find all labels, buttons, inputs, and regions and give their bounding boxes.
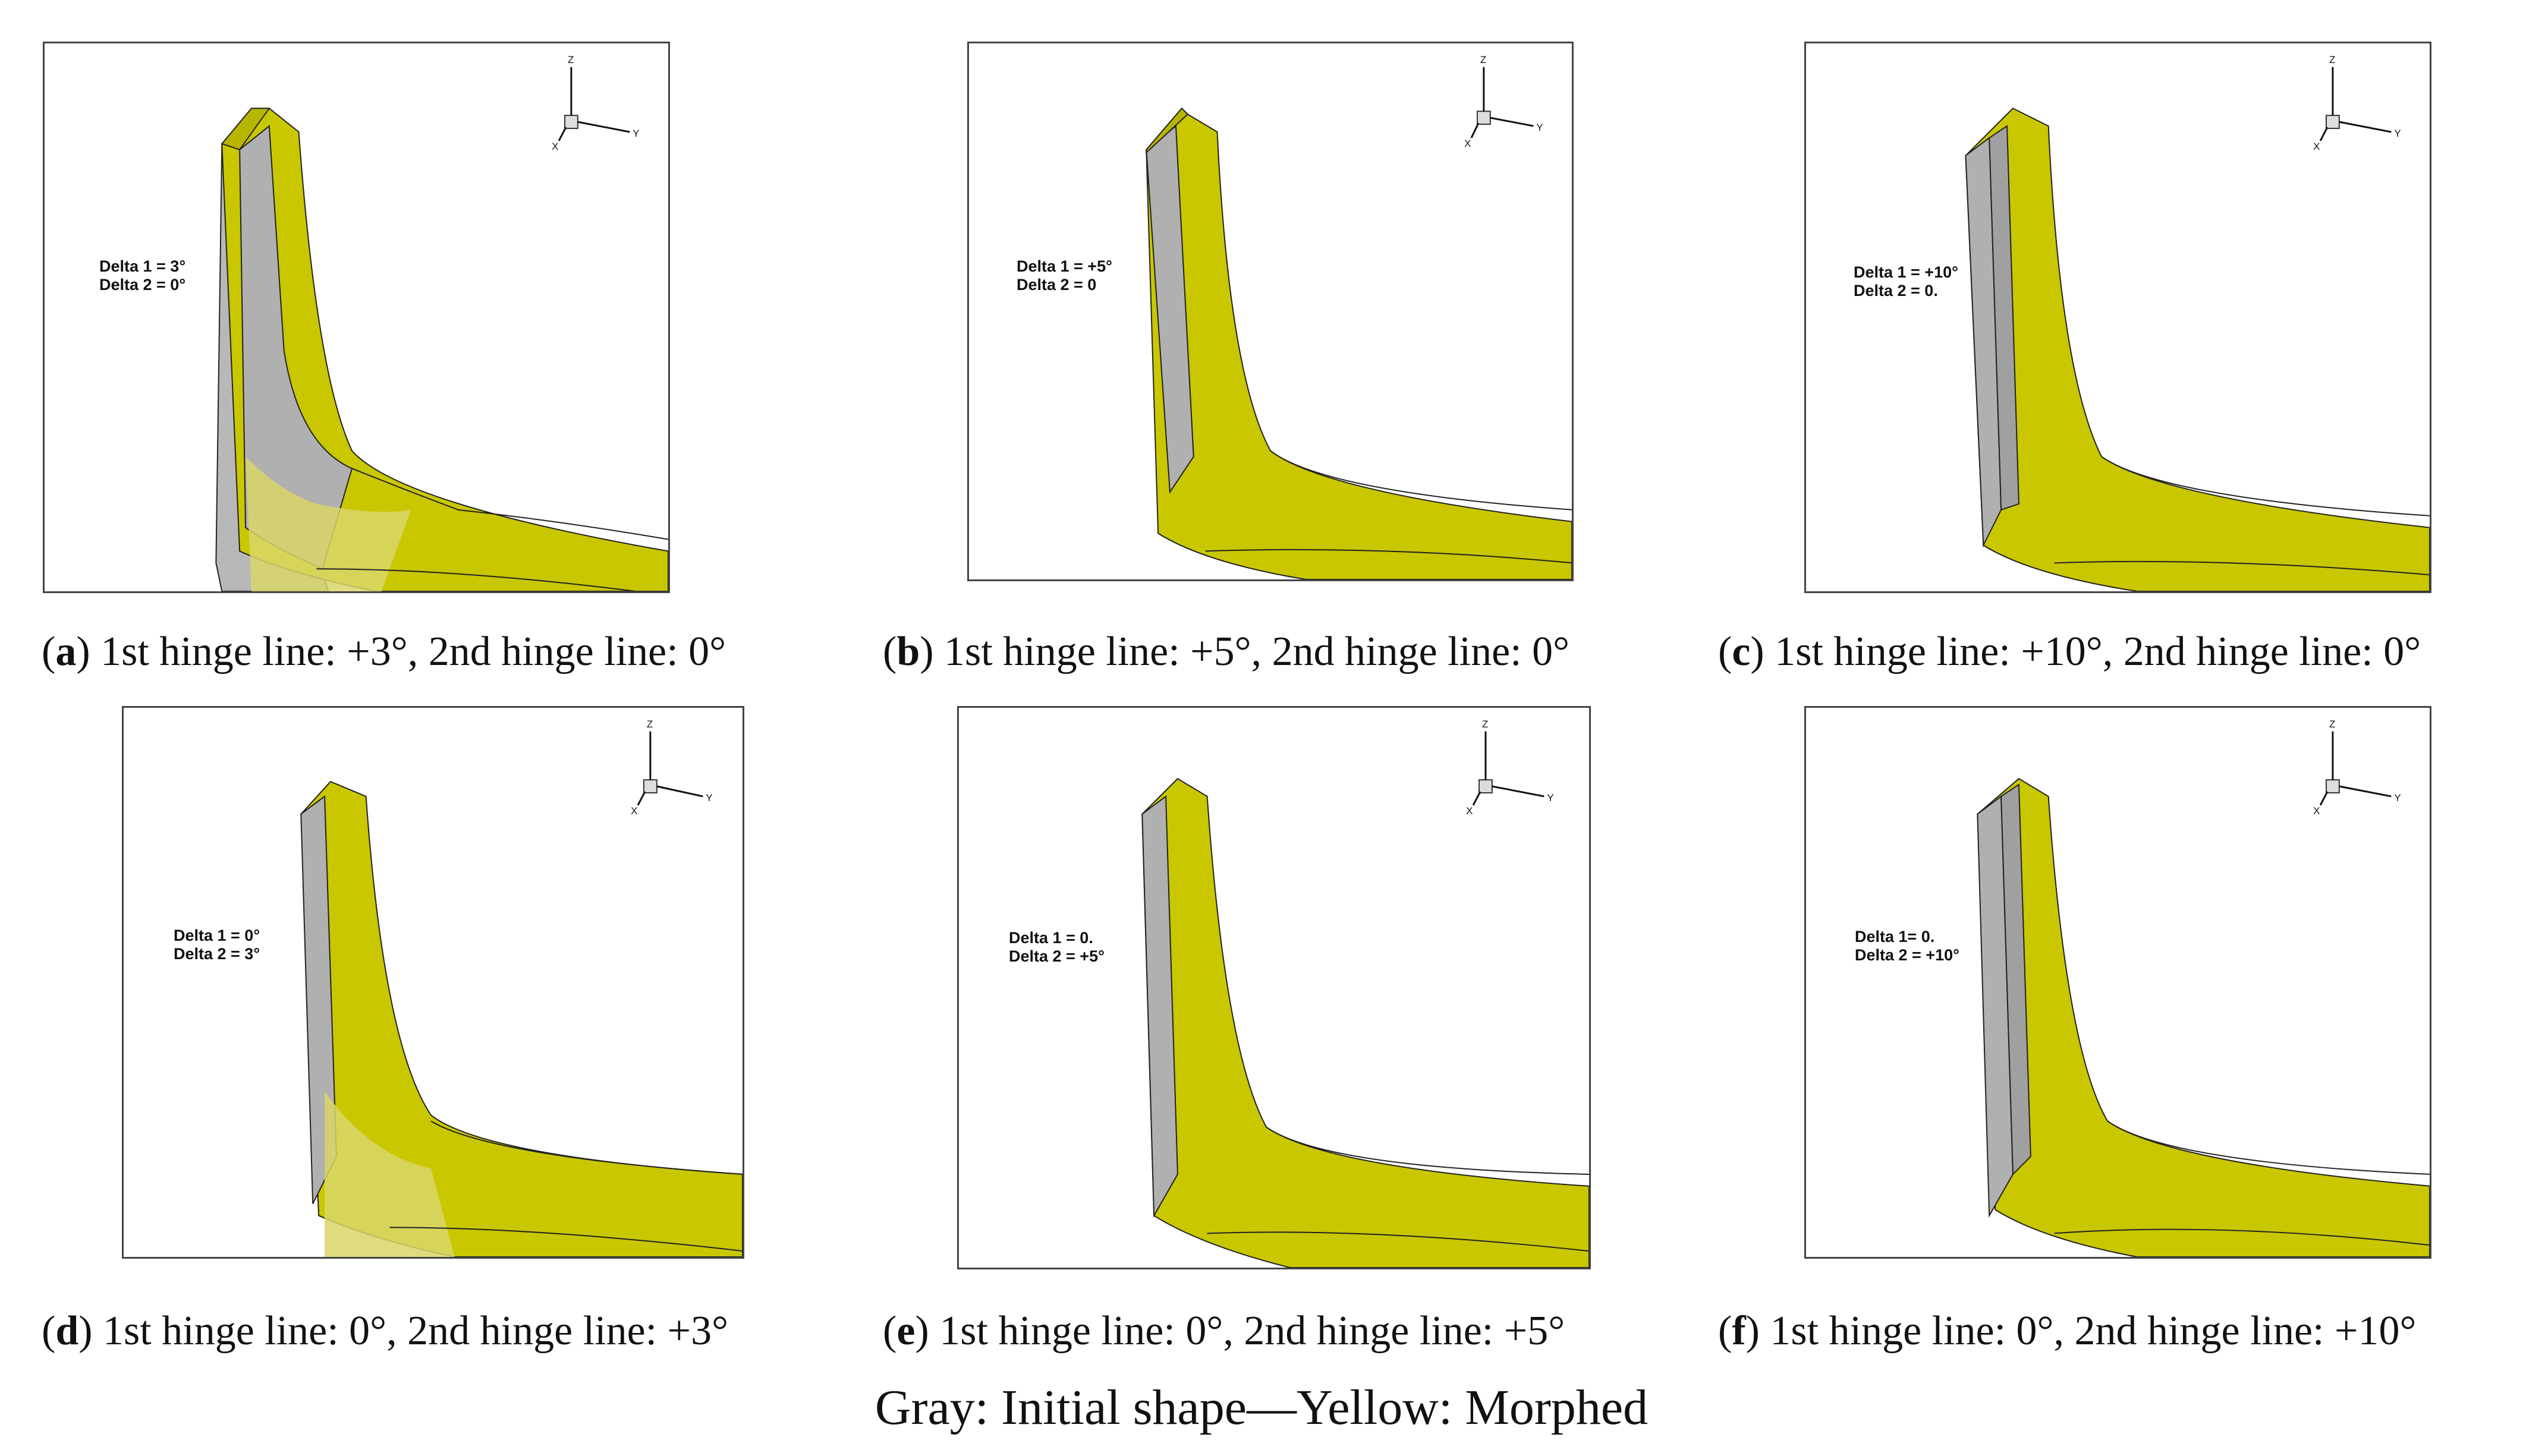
caption-b: (b) 1st hinge line: +5°, 2nd hinge line:…	[883, 629, 1570, 675]
axis-x-label: X	[1464, 138, 1471, 149]
caption-d: (d) 1st hinge line: 0°, 2nd hinge line: …	[42, 1308, 729, 1354]
caption-letter: a	[55, 629, 77, 675]
caption-text: ) 1st hinge line: +3°, 2nd hinge line: 0…	[76, 629, 726, 675]
caption-text: ) 1st hinge line: +10°, 2nd hinge line: …	[1750, 629, 2421, 675]
delta2-label: Delta 2 = +10°	[1855, 946, 1959, 964]
delta-annotation: Delta 1 = 3° Delta 2 = 0°	[99, 257, 185, 294]
delta2-label: Delta 2 = +5°	[1009, 947, 1105, 965]
panel-a-image: Delta 1 = 3° Delta 2 = 0° Z Y X	[43, 42, 670, 593]
axis-x-label: X	[2313, 805, 2320, 817]
delta1-label: Delta 1 = 0.	[1009, 929, 1093, 947]
delta2-label: Delta 2 = 3°	[174, 945, 260, 963]
axis-y-label: Y	[1536, 122, 1543, 133]
winglet-render-e	[1141, 777, 1589, 1268]
delta1-label: Delta 1 = 3°	[99, 257, 186, 275]
axis-triad: Z Y X	[1466, 718, 1553, 817]
caption-letter: f	[1732, 1308, 1746, 1354]
panel-d-image: Delta 1 = 0° Delta 2 = 3° Z Y X	[122, 706, 744, 1259]
delta-annotation: Delta 1 = 0° Delta 2 = 3°	[174, 926, 260, 963]
delta-annotation: Delta 1 = +5° Delta 2 = 0	[1017, 257, 1112, 294]
axis-z-label: Z	[2329, 718, 2335, 730]
axis-triad: Z Y X	[552, 54, 639, 152]
caption-text: ) 1st hinge line: 0°, 2nd hinge line: +3…	[78, 1308, 729, 1354]
axis-triad: Z Y X	[2313, 718, 2401, 817]
panel-f-image: Delta 1= 0. Delta 2 = +10° Z Y X	[1804, 706, 2431, 1259]
delta1-label: Delta 1 = 0°	[174, 926, 260, 944]
axis-triad: Z Y X	[2313, 54, 2401, 152]
axis-x-label: X	[2313, 141, 2320, 152]
caption-letter: d	[55, 1308, 79, 1354]
axis-z-label: Z	[2329, 54, 2335, 65]
delta2-label: Delta 2 = 0	[1017, 276, 1097, 294]
delta1-label: Delta 1= 0.	[1855, 928, 1935, 946]
caption-text: ) 1st hinge line: 0°, 2nd hinge line: +5…	[915, 1308, 1565, 1354]
axis-z-label: Z	[568, 54, 574, 65]
caption-letter: c	[1732, 629, 1751, 675]
caption-a: (a) 1st hinge line: +3°, 2nd hinge line:…	[42, 629, 726, 675]
delta2-label: Delta 2 = 0°	[99, 276, 186, 294]
delta1-label: Delta 1 = +5°	[1017, 257, 1112, 275]
delta-annotation: Delta 1 = +10° Delta 2 = 0.	[1854, 263, 1958, 300]
axis-y-label: Y	[2394, 792, 2401, 803]
caption-e: (e) 1st hinge line: 0°, 2nd hinge line: …	[883, 1308, 1565, 1354]
axis-x-label: X	[1466, 805, 1473, 817]
winglet-render-c	[1965, 108, 2430, 591]
axis-y-label: Y	[633, 128, 639, 139]
axis-z-label: Z	[1482, 718, 1488, 730]
axis-triad: Z Y X	[1464, 54, 1543, 149]
axis-x-label: X	[631, 805, 637, 817]
color-legend-caption: Gray: Initial shape—Yellow: Morphed	[874, 1380, 1649, 1435]
caption-text: ) 1st hinge line: +5°, 2nd hinge line: 0…	[920, 629, 1570, 675]
panel-c-image: Delta 1 = +10° Delta 2 = 0. Z Y X	[1804, 42, 2431, 593]
axis-triad: Z Y X	[631, 718, 713, 817]
axis-y-label: Y	[2394, 128, 2401, 139]
axis-y-label: Y	[706, 792, 712, 803]
panel-b-image: Delta 1 = +5° Delta 2 = 0 Z Y X	[967, 42, 1574, 581]
axis-z-label: Z	[647, 718, 653, 730]
axis-x-label: X	[552, 141, 558, 152]
delta2-label: Delta 2 = 0.	[1854, 282, 1938, 300]
winglet-render-b	[1146, 107, 1572, 579]
winglet-render-d	[300, 781, 743, 1257]
panel-e-image: Delta 1 = 0. Delta 2 = +5° Z Y X	[957, 706, 1591, 1269]
axis-y-label: Y	[1547, 792, 1553, 803]
caption-letter: b	[896, 629, 920, 675]
caption-letter: e	[896, 1308, 916, 1354]
delta-annotation: Delta 1 = 0. Delta 2 = +5°	[1009, 929, 1105, 966]
delta1-label: Delta 1 = +10°	[1854, 263, 1958, 281]
winglet-render-f	[1977, 778, 2430, 1257]
axis-z-label: Z	[1480, 54, 1486, 65]
delta-annotation: Delta 1= 0. Delta 2 = +10°	[1855, 928, 1959, 965]
caption-f: (f) 1st hinge line: 0°, 2nd hinge line: …	[1718, 1308, 2417, 1354]
caption-c: (c) 1st hinge line: +10°, 2nd hinge line…	[1718, 629, 2421, 675]
winglet-render-a	[215, 108, 668, 591]
caption-text: ) 1st hinge line: 0°, 2nd hinge line: +1…	[1745, 1308, 2417, 1354]
